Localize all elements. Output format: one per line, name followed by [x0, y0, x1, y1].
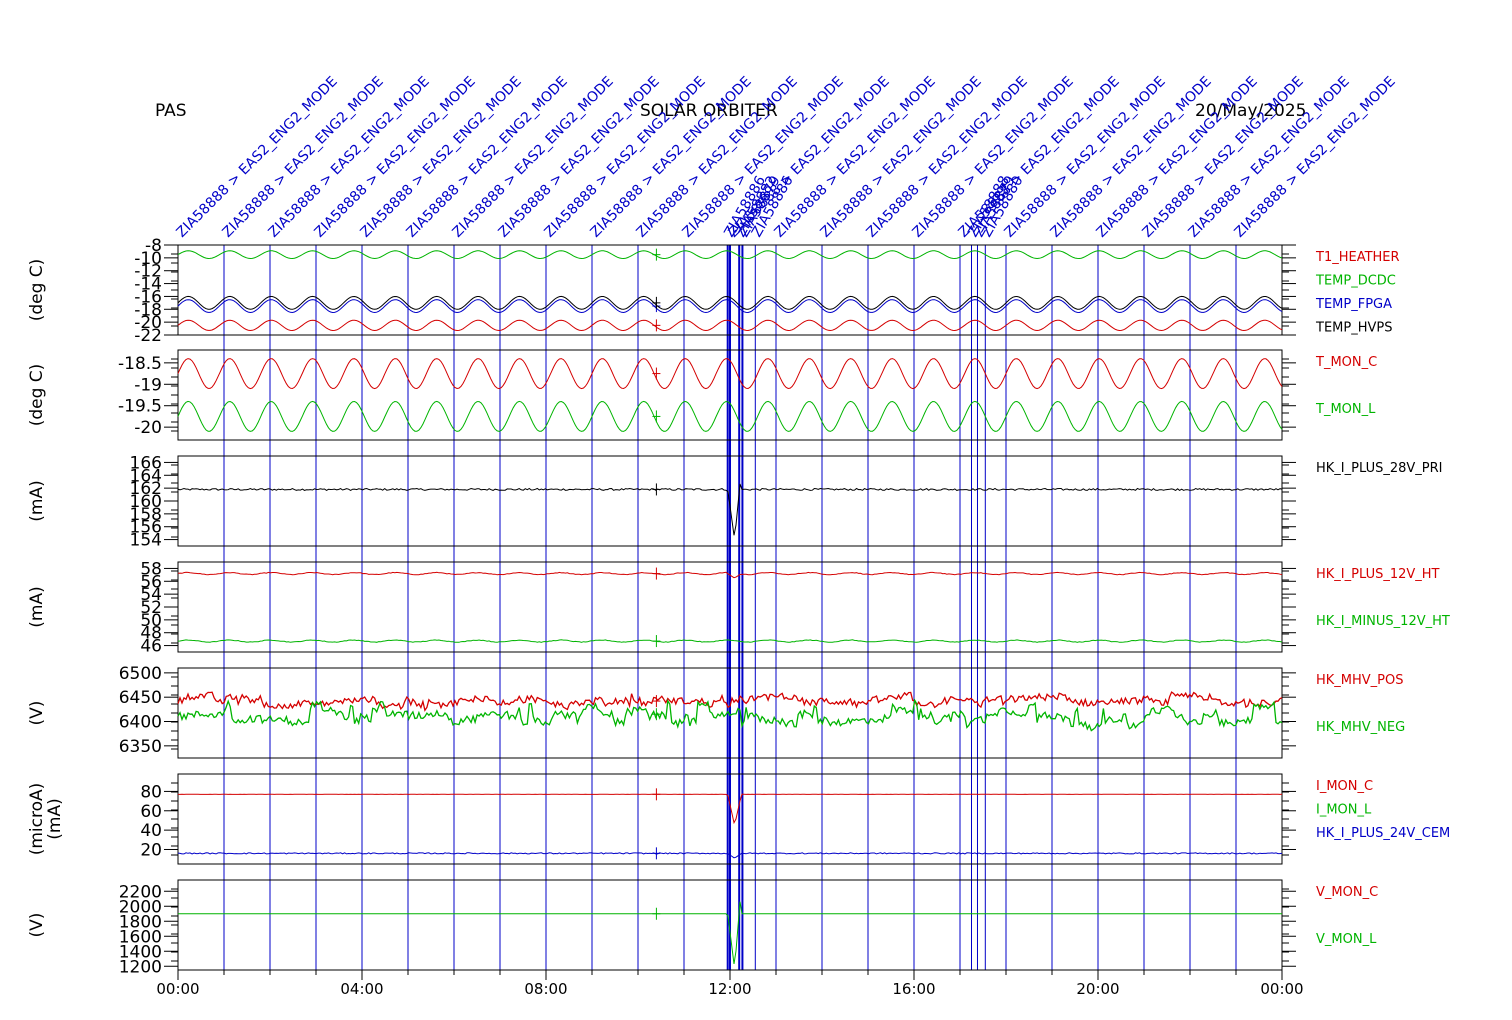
y-tick-label: -20	[134, 418, 162, 438]
event-marker-label: ZIA58888 > EAS2_ENG2_MODE	[174, 74, 341, 241]
y-tick-label: 2000	[119, 897, 162, 917]
y-tick-label: -20	[134, 313, 162, 333]
series-legend-i-mon-l: I_MON_L	[1316, 803, 1372, 818]
y-axis-label: (V)	[27, 701, 47, 726]
series-legend-t-mon-l: T_MON_L	[1315, 402, 1376, 417]
y-tick-label: 166	[130, 453, 162, 473]
y-tick-label: 2200	[119, 882, 162, 902]
series-line-hk-i-plus-12v-ht	[177, 571, 1283, 579]
y-tick-label: 50	[140, 611, 162, 631]
series-line-t-mon-c	[177, 358, 1283, 390]
y-tick-label: 162	[130, 479, 162, 499]
series-legend-v-mon-c: V_MON_C	[1316, 885, 1378, 900]
y-tick-label: 6450	[119, 688, 162, 708]
y-tick-label: 56	[140, 572, 162, 592]
y-tick-label: -18	[134, 300, 162, 320]
y-axis-label: (mA)	[45, 798, 65, 839]
y-tick-label: 1200	[119, 957, 162, 977]
y-tick-label: 1600	[119, 927, 162, 947]
y-tick-label: -19	[134, 375, 162, 395]
y-tick-label: 1800	[119, 912, 162, 932]
y-tick-label: 160	[130, 492, 162, 512]
y-tick-label: -16	[134, 287, 162, 307]
y-tick-label: -19.5	[118, 397, 162, 417]
series-line-v-mon-l	[178, 901, 1282, 964]
series-line-hk-mhv-neg	[177, 698, 1283, 732]
y-tick-label: 6500	[119, 664, 162, 684]
x-tick-label: 12:00	[708, 980, 751, 998]
x-tick-label: 04:00	[340, 980, 383, 998]
series-legend-temp-fpga: TEMP_FPGA	[1315, 297, 1392, 312]
instrument-label: PAS	[155, 101, 187, 121]
y-tick-label: 52	[140, 598, 162, 618]
y-tick-label: 46	[140, 637, 162, 657]
y-tick-label: -22	[134, 326, 162, 346]
y-tick-label: -8	[145, 236, 162, 256]
series-line-t1-heather	[177, 319, 1283, 332]
y-tick-label: 1400	[119, 942, 162, 962]
y-axis-label: (deg C)	[27, 259, 47, 322]
y-tick-label: -12	[134, 262, 162, 282]
mission-label: SOLAR ORBITER	[640, 101, 778, 121]
series-legend-hk-i-plus-24v-cem: HK_I_PLUS_24V_CEM	[1316, 826, 1450, 841]
y-tick-label: 158	[130, 505, 162, 525]
y-tick-label: -10	[134, 249, 162, 269]
y-tick-label: 20	[140, 840, 162, 860]
y-axis-label: (V)	[27, 913, 47, 938]
series-legend-v-mon-l: V_MON_L	[1316, 932, 1377, 947]
y-axis-label: (deg C)	[27, 364, 47, 427]
series-line-hk-i-plus-24v-cem	[177, 852, 1283, 859]
y-tick-label: -18.5	[118, 354, 162, 374]
y-tick-label: 80	[140, 782, 162, 802]
y-axis-label: (mA)	[27, 480, 47, 521]
series-line-t-mon-l	[177, 400, 1283, 432]
x-tick-label: 00:00	[1260, 980, 1303, 998]
series-legend-temp-dcdc: TEMP_DCDC	[1315, 274, 1396, 289]
y-tick-label: 6350	[119, 737, 162, 757]
y-tick-label: 40	[140, 821, 162, 841]
y-tick-label: 58	[140, 559, 162, 579]
date-label: 20/May/2025	[1195, 101, 1307, 121]
y-tick-label: 60	[140, 802, 162, 822]
x-tick-label: 16:00	[892, 980, 935, 998]
series-line-i-mon-c	[178, 793, 1283, 825]
series-line-temp-hvps	[177, 295, 1283, 310]
series-legend-hk-i-plus-28v-pri: HK_I_PLUS_28V_PRI	[1316, 461, 1442, 476]
y-tick-label: -14	[134, 275, 162, 295]
series-legend-hk-i-plus-12v-ht: HK_I_PLUS_12V_HT	[1316, 567, 1440, 582]
series-legend-t1-heather: T1_HEATHER	[1315, 250, 1400, 265]
y-tick-label: 6400	[119, 713, 162, 733]
y-tick-label: 54	[140, 585, 162, 605]
y-axis-label: (microA)	[27, 783, 47, 856]
x-tick-label: 20:00	[1076, 980, 1119, 998]
series-legend-hk-mhv-pos: HK_MHV_POS	[1316, 673, 1404, 688]
series-legend-hk-i-minus-12v-ht: HK_I_MINUS_12V_HT	[1316, 614, 1450, 629]
y-tick-label: 156	[130, 518, 162, 538]
x-tick-label: 00:00	[156, 980, 199, 998]
y-tick-label: 154	[130, 531, 162, 551]
series-line-temp-fpga	[177, 299, 1283, 314]
series-line-hk-i-minus-12v-ht	[177, 639, 1283, 643]
series-line-hk-mhv-pos	[177, 691, 1283, 712]
series-legend-i-mon-c: I_MON_C	[1316, 779, 1373, 794]
series-line-hk-i-plus-28v-pri	[177, 483, 1283, 536]
x-tick-label: 08:00	[524, 980, 567, 998]
y-tick-label: 48	[140, 624, 162, 644]
y-tick-label: 164	[130, 466, 162, 486]
series-line-temp-dcdc	[177, 250, 1283, 260]
series-legend-temp-hvps: TEMP_HVPS	[1315, 321, 1392, 336]
series-legend-hk-mhv-neg: HK_MHV_NEG	[1316, 720, 1405, 735]
y-axis-label: (mA)	[27, 586, 47, 627]
series-legend-t-mon-c: T_MON_C	[1315, 355, 1377, 370]
